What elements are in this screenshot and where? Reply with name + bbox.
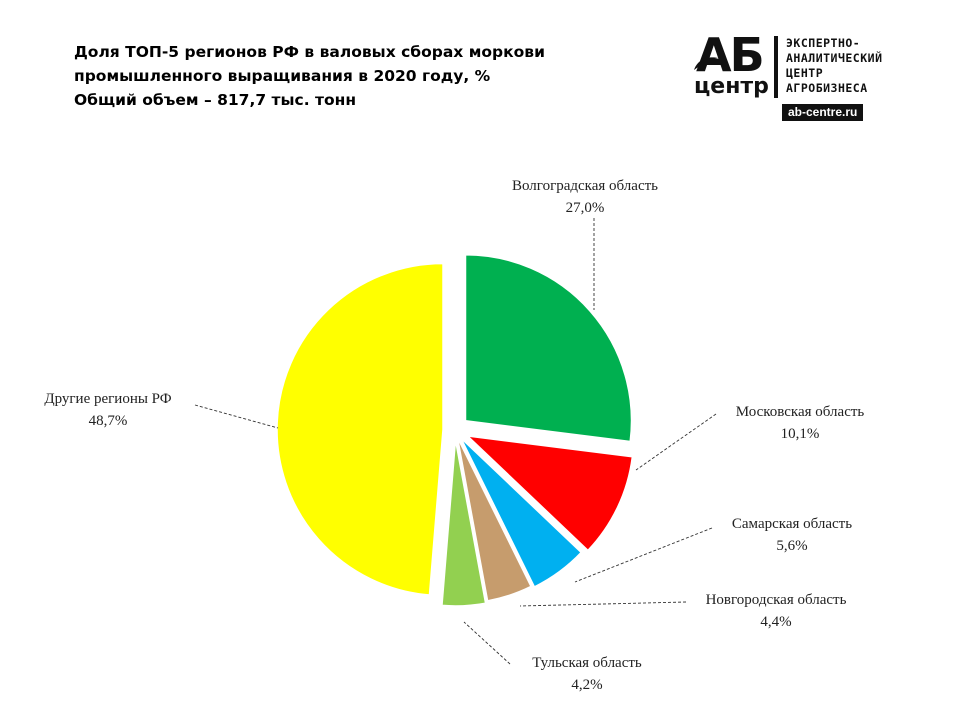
leaf-icon: [694, 57, 718, 70]
title-line-2: промышленного выращивания в 2020 году, %: [74, 67, 491, 85]
slice-label-1: Волгоградская область: [512, 178, 658, 194]
slice-value-4: 4,4%: [760, 614, 791, 630]
pie-slice-6: [276, 262, 444, 596]
logo-website: ab-centre.ru: [782, 104, 864, 121]
slice-value-3: 5,6%: [776, 538, 807, 554]
pie-slice-2: [465, 434, 634, 552]
logo-mark: АБ центр: [692, 28, 776, 100]
slice-value-2: 10,1%: [781, 426, 820, 442]
leader-line-3: [574, 527, 713, 583]
slice-label-2: Московская область: [736, 404, 865, 420]
slice-label-5: Тульская область: [532, 655, 642, 671]
ab-centre-logo: АБ центр ЭКСПЕРТНО- АНАЛИТИЧЕСКИЙ ЦЕНТР …: [692, 28, 928, 121]
chart-title: Доля ТОП-5 регионов РФ в валовых сборах …: [74, 40, 614, 112]
slice-value-1: 27,0%: [566, 200, 605, 216]
logo-divider: [774, 36, 778, 98]
logo-word: центр: [694, 74, 769, 99]
pie-slice-1: [464, 253, 633, 443]
pie-slice-4: [456, 437, 533, 602]
title-line-1: Доля ТОП-5 регионов РФ в валовых сборах …: [74, 43, 545, 61]
slice-value-5: 4,2%: [571, 677, 602, 693]
title-line-3: Общий объем – 817,7 тыс. тонн: [74, 91, 357, 109]
leader-line-2: [635, 413, 717, 471]
leader-line-4: [519, 601, 687, 607]
slice-label-4: Новгородская область: [706, 592, 847, 608]
leader-line-6: [194, 404, 279, 429]
logo-caption-line: ЭКСПЕРТНО-: [786, 36, 861, 50]
logo-caption-line: АНАЛИТИЧЕСКИЙ: [786, 51, 883, 65]
pie-slice-3: [460, 437, 583, 588]
pie-slice-5: [441, 439, 487, 607]
logo-caption: ЭКСПЕРТНО- АНАЛИТИЧЕСКИЙ ЦЕНТР АГРОБИЗНЕ…: [786, 36, 883, 96]
slice-label-6: Другие регионы РФ: [44, 391, 171, 407]
logo-caption-line: АГРОБИЗНЕСА: [786, 81, 868, 95]
logo-letters: АБ: [696, 28, 765, 82]
slice-label-3: Самарская область: [732, 516, 852, 532]
logo-caption-line: ЦЕНТР: [786, 66, 824, 80]
slice-value-6: 48,7%: [89, 413, 128, 429]
leader-line-5: [463, 621, 511, 665]
